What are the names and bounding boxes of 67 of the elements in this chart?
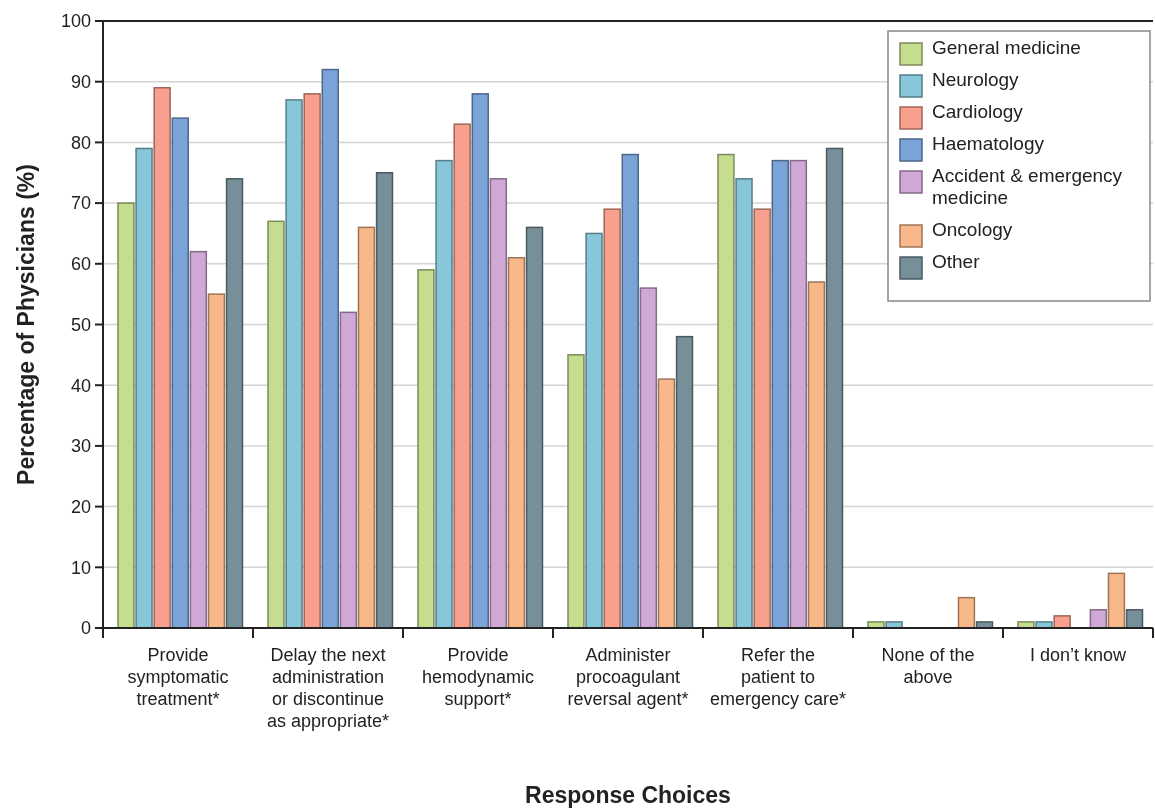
bar [417, 269, 435, 629]
bar [639, 287, 658, 629]
y-tick-label: 100 [60, 11, 91, 32]
bar [135, 147, 153, 629]
bar [621, 153, 639, 629]
y-tick-label: 60 [70, 254, 91, 275]
y-tick-label: 80 [70, 132, 91, 153]
legend-label: Oncology [932, 219, 1013, 240]
bar [435, 159, 453, 629]
y-tick-label: 90 [70, 72, 91, 92]
bar [657, 378, 676, 629]
bar [153, 87, 171, 629]
legend-label: Cardiology [932, 101, 1024, 122]
bar [1053, 615, 1071, 629]
bar [525, 226, 544, 629]
bar [375, 172, 394, 629]
bar [789, 159, 808, 629]
bar [171, 117, 189, 629]
bar [357, 226, 376, 629]
bar [189, 250, 208, 629]
bar [507, 256, 526, 629]
y-tick-label: 70 [70, 193, 91, 214]
bar [1125, 609, 1144, 629]
bar [207, 293, 226, 629]
bar [735, 178, 753, 629]
y-tick-label: 20 [70, 496, 91, 517]
y-tick-label: 30 [70, 436, 91, 457]
bar [303, 93, 321, 629]
y-tick-label: 40 [70, 375, 91, 396]
bar [585, 232, 603, 629]
bar [753, 208, 771, 629]
legend-label: Neurology [932, 69, 1020, 90]
bar [117, 202, 135, 629]
legend-label: Other [932, 251, 981, 272]
bar [567, 354, 585, 629]
bar [339, 311, 358, 629]
y-tick-label: 0 [80, 618, 91, 639]
x-tick-label: Provide symptomatic treatment* [127, 645, 229, 709]
bar [771, 159, 789, 629]
bar [807, 281, 826, 629]
bar [1089, 609, 1108, 629]
x-tick-label: Provide hemodynamic support* [421, 645, 535, 709]
x-axis-title: Response Choices [525, 782, 731, 808]
bar [675, 335, 694, 629]
bar [825, 147, 844, 629]
bar [471, 93, 489, 629]
x-tick-label: Delay the next administration or discontinue as appropriate* [266, 645, 390, 731]
bar [957, 596, 976, 629]
x-tick-label: Administer procoagulant reversal agent* [567, 645, 689, 709]
bar [267, 220, 285, 629]
legend-label: Accident & emergency medicine [932, 165, 1123, 208]
y-tick-label: 50 [70, 314, 91, 335]
y-tick-label: 10 [70, 557, 91, 578]
legend-label: Haematology [932, 133, 1045, 154]
bar [225, 178, 244, 629]
bar [285, 99, 303, 629]
legend-label: General medicine [932, 37, 1081, 58]
y-axis-title: Percentage of Physicians (%) [13, 164, 39, 485]
bar [1107, 572, 1126, 629]
bar [453, 123, 471, 629]
x-tick-label: Refer the patient to emergency care* [709, 645, 847, 709]
bar [321, 68, 339, 629]
x-tick-label: None of the above [881, 645, 975, 687]
bar [489, 178, 508, 629]
bar [603, 208, 621, 629]
bar [717, 153, 735, 629]
x-tick-label: I don’t know [1029, 645, 1128, 665]
